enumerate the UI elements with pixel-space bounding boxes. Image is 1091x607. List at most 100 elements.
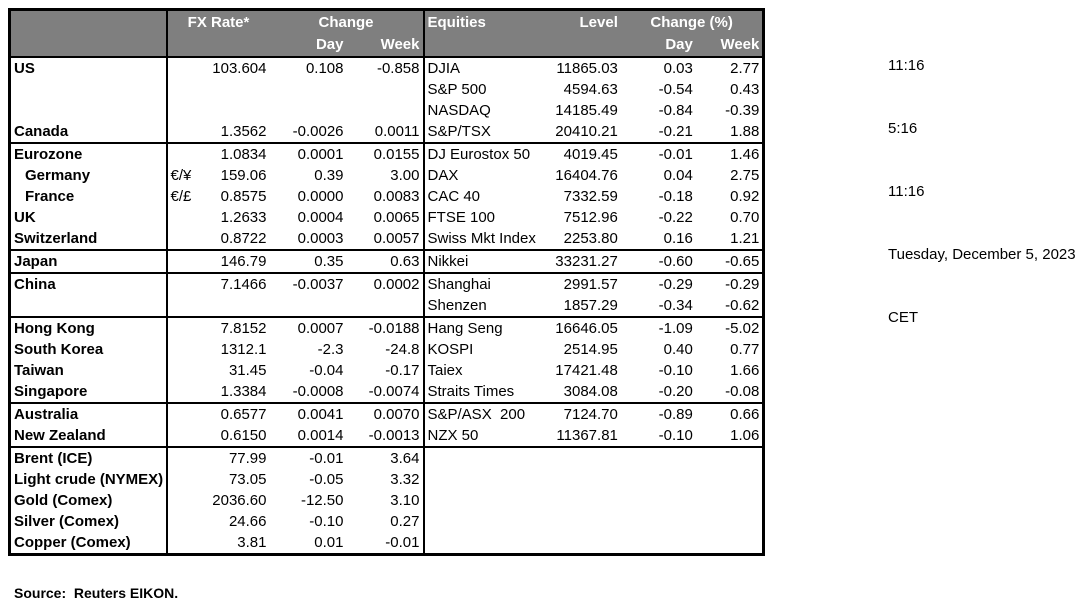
fx-week-change-cell bbox=[346, 99, 425, 121]
fx-country-cell: Singapore bbox=[9, 380, 168, 404]
equity-level-cell: 11865.03 bbox=[556, 59, 618, 77]
equity-week-change-cell: 1.66 bbox=[730, 361, 760, 379]
fx-country-cell: South Korea bbox=[9, 338, 168, 360]
fx-pair-cell bbox=[167, 403, 205, 425]
fx-week-change-cell: 0.0070 bbox=[346, 402, 425, 425]
equity-week-change-cell: -0.65 bbox=[695, 249, 764, 274]
header-level: Level bbox=[535, 9, 621, 34]
equity-name-cell: FTSE 100 bbox=[427, 208, 496, 226]
fx-week-change-cell bbox=[346, 78, 425, 100]
equity-week-change-cell: 0.70 bbox=[730, 208, 760, 226]
equity-week-change-cell: 0.92 bbox=[730, 187, 760, 205]
fx-rate-cell: 1312.1 bbox=[220, 340, 267, 358]
equity-name-cell: DJIA bbox=[427, 59, 461, 77]
equity-day-change-cell: -0.20 bbox=[620, 380, 696, 404]
equity-day-change-cell bbox=[621, 511, 696, 532]
fx-rate-cell: 103.604 bbox=[212, 59, 267, 77]
table-row: Taiwan 31.45 -0.04 -0.17 Taiex 17421.48 -0.10 1… bbox=[9, 359, 764, 381]
fx-pair-cell bbox=[167, 273, 205, 295]
equity-day-change-cell: -0.84 bbox=[658, 101, 693, 119]
fx-week-change-cell: 0.63 bbox=[346, 249, 425, 274]
timestamp-block: 11:16 5:16 11:16 Tuesday, December 5, 20… bbox=[888, 13, 1076, 370]
fx-country-cell bbox=[9, 294, 168, 318]
fx-rate-cell: 77.99 bbox=[228, 449, 267, 467]
fx-week-change-cell: 0.0065 bbox=[346, 206, 425, 228]
fx-day-change-cell: 0.01 bbox=[314, 533, 344, 551]
fx-rate-cell: 146.79 bbox=[204, 249, 270, 274]
fx-country-cell: New Zealand bbox=[9, 424, 168, 448]
equity-level-cell: 11367.81 bbox=[535, 424, 621, 448]
equity-level-cell: 2253.80 bbox=[535, 227, 621, 251]
equity-day-change-cell: -0.22 bbox=[658, 208, 693, 226]
equity-level-cell: 4019.45 bbox=[563, 145, 618, 163]
fx-country-cell bbox=[9, 99, 168, 121]
equity-day-change-cell: -0.10 bbox=[620, 424, 696, 448]
fx-day-change-cell bbox=[269, 294, 347, 318]
fx-week-change-cell: 0.27 bbox=[346, 510, 425, 532]
header-spacer bbox=[166, 33, 270, 57]
equity-name-cell: Swiss Mkt Index bbox=[423, 227, 536, 251]
equity-level-cell: 20410.21 bbox=[535, 120, 621, 144]
equity-level-cell: 17421.48 bbox=[555, 361, 618, 379]
fx-pair-cell bbox=[166, 380, 205, 404]
table-row: Hong Kong 7.8152 0.0007 -0.0188 Hang Seng 166… bbox=[9, 316, 764, 339]
table-row: China 7.1466 -0.0037 0.0002 Shanghai 2991.57 -… bbox=[9, 272, 764, 295]
fx-country-cell: China bbox=[9, 272, 168, 295]
fx-pair-cell bbox=[166, 227, 205, 251]
fx-week-change-cell: 0.0011 bbox=[346, 120, 425, 144]
fx-week-change-cell: 0.0057 bbox=[346, 227, 425, 251]
equity-week-change-cell bbox=[696, 511, 764, 532]
header-eq-day: Day bbox=[620, 33, 696, 57]
fx-country-cell: Eurozone bbox=[9, 142, 168, 165]
timestamp-line: 5:16 bbox=[888, 120, 918, 137]
fx-rate-cell: 3.81 bbox=[237, 533, 267, 551]
fx-rate-cell: 31.45 bbox=[228, 361, 267, 379]
fx-country-cell: Light crude (NYMEX) bbox=[9, 468, 168, 490]
fx-week-change-cell: 0.0083 bbox=[346, 185, 425, 207]
fx-rate-cell: 7.8152 bbox=[220, 319, 267, 337]
table-row: Light crude (NYMEX) 73.05 -0.05 3.32 bbox=[9, 468, 764, 490]
table-row: Eurozone 1.0834 0.0001 0.0155 DJ Eurostox 50… bbox=[9, 142, 764, 165]
table-row: Brent (ICE) 77.99 -0.01 3.64 bbox=[9, 446, 764, 469]
fx-week-change-cell: 3.32 bbox=[346, 468, 425, 490]
fx-country-cell bbox=[9, 78, 168, 100]
table-row: Gold (Comex) 2036.60 -12.50 3.10 bbox=[9, 489, 764, 511]
equity-name-cell: Taiex bbox=[427, 361, 463, 379]
equity-name-cell bbox=[424, 511, 536, 532]
fx-rate-cell: 1.2633 bbox=[220, 208, 267, 226]
equity-week-change-cell bbox=[696, 447, 764, 469]
header-corner-cell bbox=[9, 9, 168, 34]
equity-name-cell: Nikkei bbox=[423, 249, 536, 274]
equity-week-change-cell: -5.02 bbox=[725, 319, 760, 337]
fx-day-change-cell: -2.3 bbox=[317, 340, 344, 358]
fx-week-change-cell: 0.0002 bbox=[346, 272, 425, 295]
fx-rate-cell: 7.1466 bbox=[220, 275, 267, 293]
fx-week-change-cell: 0.0155 bbox=[346, 142, 425, 165]
table-row: US 103.604 0.108 -0.858 DJIA 11865.03 0.03 2.77 bbox=[9, 56, 764, 79]
header-spacer bbox=[423, 33, 536, 57]
equity-level-cell: 2991.57 bbox=[563, 275, 618, 293]
fx-day-change-cell bbox=[270, 79, 347, 100]
header-corner-cell-2 bbox=[9, 33, 168, 57]
fx-pair-cell bbox=[167, 57, 205, 79]
equity-name-cell bbox=[424, 469, 536, 490]
fx-pair-cell bbox=[166, 424, 205, 448]
fx-pair-cell bbox=[166, 120, 205, 144]
equity-name-cell bbox=[424, 447, 536, 469]
equity-level-cell bbox=[536, 490, 621, 511]
equity-level-cell: 2514.95 bbox=[563, 340, 618, 358]
equity-day-change-cell: -0.18 bbox=[658, 187, 693, 205]
equity-level-cell: 16404.76 bbox=[555, 166, 618, 184]
fx-country-cell: Silver (Comex) bbox=[9, 510, 168, 532]
equity-week-change-cell: -0.62 bbox=[695, 294, 764, 318]
equity-name-cell: Hang Seng bbox=[427, 319, 503, 337]
fx-week-change-cell: -0.0074 bbox=[346, 380, 425, 404]
fx-rate-cell bbox=[205, 100, 270, 121]
equity-level-cell: 14185.49 bbox=[555, 101, 618, 119]
fx-country-cell: Hong Kong bbox=[9, 316, 168, 339]
fx-pair-cell bbox=[167, 339, 205, 360]
fx-day-change-cell: 0.108 bbox=[305, 59, 344, 77]
table-row: South Korea 1312.1 -2.3 -24.8 KOSPI 2514.95 0.… bbox=[9, 338, 764, 360]
fx-day-change-cell: 0.0003 bbox=[269, 227, 347, 251]
